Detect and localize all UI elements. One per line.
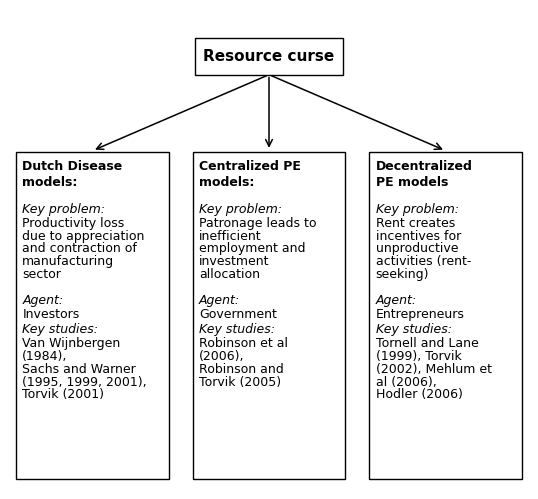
Text: allocation: allocation <box>199 267 260 281</box>
Text: Key studies:: Key studies: <box>376 323 451 336</box>
Text: Investors: Investors <box>22 307 80 320</box>
Text: Key problem:: Key problem: <box>22 203 105 216</box>
Text: Robinson et al: Robinson et al <box>199 337 288 350</box>
Text: Centralized PE: Centralized PE <box>199 161 301 174</box>
Text: models:: models: <box>22 176 77 190</box>
Text: Entrepreneurs: Entrepreneurs <box>376 307 464 320</box>
Text: Torvik (2001): Torvik (2001) <box>22 388 104 401</box>
FancyBboxPatch shape <box>193 152 345 480</box>
Text: Key problem:: Key problem: <box>199 203 282 216</box>
Text: inefficient: inefficient <box>199 230 261 243</box>
Text: and contraction of: and contraction of <box>22 242 137 255</box>
Text: Hodler (2006): Hodler (2006) <box>376 388 462 401</box>
Text: Key studies:: Key studies: <box>199 323 275 336</box>
Text: (1995, 1999, 2001),: (1995, 1999, 2001), <box>22 376 147 389</box>
Text: Productivity loss: Productivity loss <box>22 217 124 230</box>
Text: Agent:: Agent: <box>376 293 416 306</box>
Text: (2002), Mehlum et: (2002), Mehlum et <box>376 363 492 376</box>
Text: Agent:: Agent: <box>22 293 63 306</box>
Text: sector: sector <box>22 267 61 281</box>
Text: Decentralized: Decentralized <box>376 161 472 174</box>
Text: unproductive: unproductive <box>376 242 458 255</box>
Text: employment and: employment and <box>199 242 306 255</box>
Text: Government: Government <box>199 307 277 320</box>
Text: Patronage leads to: Patronage leads to <box>199 217 316 230</box>
Text: Tornell and Lane: Tornell and Lane <box>376 337 478 350</box>
Text: Robinson and: Robinson and <box>199 363 284 376</box>
Text: Van Wijnbergen: Van Wijnbergen <box>22 337 121 350</box>
Text: al (2006),: al (2006), <box>376 376 436 389</box>
FancyBboxPatch shape <box>195 38 343 75</box>
Text: manufacturing: manufacturing <box>22 255 115 268</box>
Text: investment: investment <box>199 255 270 268</box>
Text: models:: models: <box>199 176 254 190</box>
Text: incentives for: incentives for <box>376 230 461 243</box>
Text: Sachs and Warner: Sachs and Warner <box>22 363 136 376</box>
Text: Torvik (2005): Torvik (2005) <box>199 376 281 389</box>
Text: PE models: PE models <box>376 176 448 190</box>
Text: activities (rent-: activities (rent- <box>376 255 471 268</box>
FancyBboxPatch shape <box>369 152 522 480</box>
Text: due to appreciation: due to appreciation <box>22 230 145 243</box>
Text: Dutch Disease: Dutch Disease <box>22 161 123 174</box>
Text: Resource curse: Resource curse <box>203 49 335 64</box>
Text: Rent creates: Rent creates <box>376 217 455 230</box>
Text: Key problem:: Key problem: <box>376 203 458 216</box>
Text: Agent:: Agent: <box>199 293 240 306</box>
FancyBboxPatch shape <box>16 152 169 480</box>
Text: (1984),: (1984), <box>22 350 68 363</box>
Text: (1999), Torvik: (1999), Torvik <box>376 350 461 363</box>
Text: Key studies:: Key studies: <box>22 323 98 336</box>
Text: (2006),: (2006), <box>199 350 244 363</box>
Text: seeking): seeking) <box>376 267 429 281</box>
